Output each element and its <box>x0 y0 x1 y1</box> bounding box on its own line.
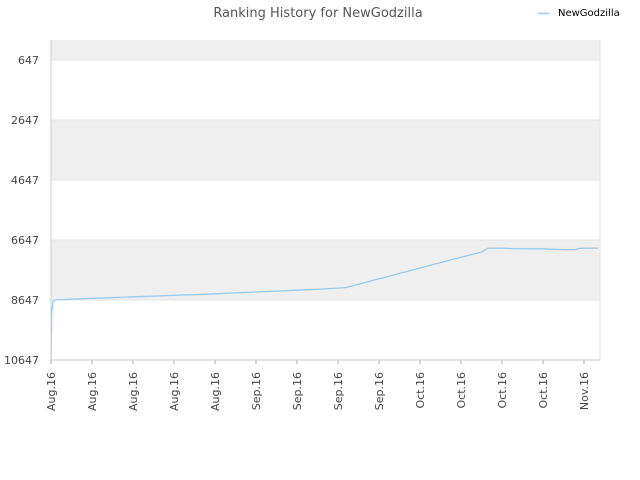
x-tick-label: Oct.16 <box>414 372 427 409</box>
x-tick-label: Nov.16 <box>578 372 591 410</box>
series-lines <box>50 247 598 361</box>
chart-title: Ranking History for NewGodzilla <box>213 6 422 21</box>
x-tick-label: Sep.16 <box>332 372 345 410</box>
plot-band <box>51 40 600 60</box>
y-tick-label: 2647 <box>11 114 39 127</box>
y-tick-label: 8647 <box>11 294 39 307</box>
plot-band <box>51 240 600 300</box>
y-tick-label: 4647 <box>11 174 39 187</box>
x-tick-label: Aug.16 <box>209 372 222 411</box>
x-tick-label: Sep.16 <box>291 372 304 410</box>
x-tick-label: Aug.16 <box>45 372 58 411</box>
legend: NewGodzilla <box>538 8 620 19</box>
y-axis-tick-labels: 647 2647 4647 6647 8647 10647 <box>4 54 39 367</box>
series-line-newgodzilla <box>50 247 598 361</box>
x-axis-tick-marks <box>50 360 585 364</box>
y-tick-label: 10647 <box>4 354 39 367</box>
x-tick-label: Sep.16 <box>250 372 263 410</box>
legend-label-newgodzilla: NewGodzilla <box>558 8 620 19</box>
y-tick-label: 647 <box>18 54 39 67</box>
plot-bands <box>51 40 600 360</box>
x-tick-label: Aug.16 <box>127 372 140 411</box>
plot-band <box>51 300 600 360</box>
plot-band <box>51 180 600 240</box>
y-tick-label: 6647 <box>11 234 39 247</box>
x-tick-label: Aug.16 <box>86 372 99 411</box>
axes <box>50 40 601 361</box>
x-tick-label: Aug.16 <box>168 372 181 411</box>
x-tick-label: Sep.16 <box>373 372 386 410</box>
plot-band <box>51 120 600 180</box>
x-tick-label: Oct.16 <box>455 372 468 409</box>
plot-band <box>51 60 600 120</box>
x-axis-tick-labels: Aug.16 Aug.16 Aug.16 Aug.16 Aug.16 Sep.16 Sep.… <box>45 372 591 411</box>
x-tick-label: Oct.16 <box>496 372 509 409</box>
x-tick-label: Oct.16 <box>537 372 550 409</box>
